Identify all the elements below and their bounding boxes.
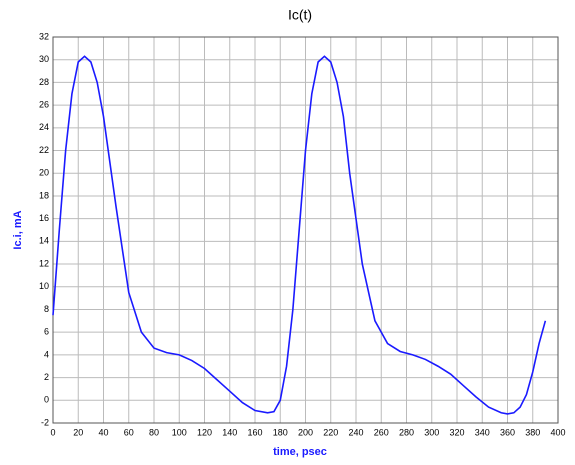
y-tick-label: 2 <box>44 372 49 382</box>
y-tick-label: 12 <box>39 258 49 268</box>
x-tick-label: 240 <box>348 427 363 437</box>
y-tick-label: 4 <box>44 349 49 359</box>
x-tick-label: 100 <box>172 427 187 437</box>
x-tick-label: 400 <box>550 427 565 437</box>
x-tick-label: 60 <box>124 427 134 437</box>
y-tick-label: 20 <box>39 168 49 178</box>
y-tick-label: 10 <box>39 281 49 291</box>
plot-frame <box>52 36 559 424</box>
data-line <box>52 55 547 415</box>
y-tick-label: 28 <box>39 77 49 87</box>
x-tick-label: 380 <box>525 427 540 437</box>
x-tick-label: 140 <box>222 427 237 437</box>
y-tick-label: 16 <box>39 213 49 223</box>
y-tick-label: 6 <box>44 327 49 337</box>
x-tick-label: 180 <box>273 427 288 437</box>
x-axis-label: time, psec <box>273 446 327 458</box>
x-tick-label: 80 <box>149 427 159 437</box>
y-tick-label: -2 <box>41 417 49 427</box>
y-tick-label: 14 <box>39 236 49 246</box>
x-tick-label: 40 <box>98 427 108 437</box>
x-tick-label: 280 <box>399 427 414 437</box>
x-tick-label: 260 <box>374 427 389 437</box>
x-tick-label: 0 <box>50 427 55 437</box>
x-tick-label: 160 <box>247 427 262 437</box>
y-axis-label: Ic.i, mA <box>12 210 24 249</box>
y-tick-label: 22 <box>39 145 49 155</box>
y-tick-label: 8 <box>44 304 49 314</box>
x-tick-label: 120 <box>197 427 212 437</box>
x-tick-label: 360 <box>500 427 515 437</box>
x-tick-label: 320 <box>449 427 464 437</box>
chart-title: Ic(t) <box>288 7 312 23</box>
x-tick-label: 340 <box>475 427 490 437</box>
y-tick-label: 24 <box>39 122 49 132</box>
y-tick-label: 0 <box>44 395 49 405</box>
x-tick-label: 220 <box>323 427 338 437</box>
x-tick-label: 300 <box>424 427 439 437</box>
y-tick-label: 18 <box>39 190 49 200</box>
x-tick-label: 200 <box>298 427 313 437</box>
y-tick-label: 30 <box>39 54 49 64</box>
y-tick-label: 26 <box>39 99 49 109</box>
x-tick-label: 20 <box>73 427 83 437</box>
y-tick-label: 32 <box>39 31 49 41</box>
